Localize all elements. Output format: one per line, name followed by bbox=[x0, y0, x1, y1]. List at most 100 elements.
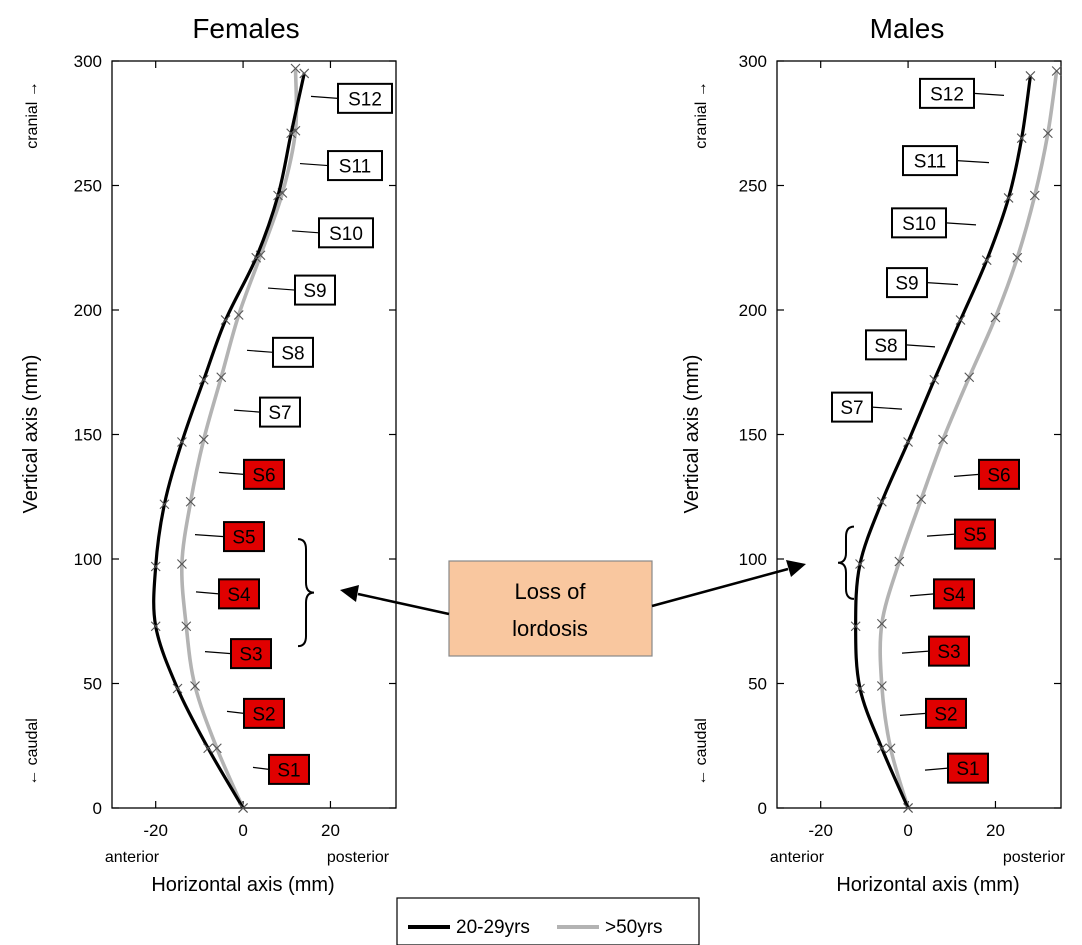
callout-line-2: lordosis bbox=[512, 616, 588, 641]
segment-label-box bbox=[230, 638, 272, 670]
x-tick-label: 20 bbox=[986, 821, 1005, 840]
x-tick-label: -20 bbox=[808, 821, 833, 840]
data-point-marker bbox=[903, 437, 913, 447]
x-tick-label: -20 bbox=[143, 821, 168, 840]
series-over-50yrs-line bbox=[878, 70, 1059, 809]
segment-label: S8 bbox=[281, 343, 304, 364]
segment-label-box bbox=[223, 521, 265, 553]
data-point-marker bbox=[198, 434, 209, 445]
data-point-marker bbox=[938, 434, 948, 445]
data-point-marker bbox=[1012, 252, 1023, 263]
segment-label: S1 bbox=[956, 759, 979, 780]
segment-leader-line bbox=[905, 344, 936, 348]
data-point-marker bbox=[855, 683, 865, 694]
arrow-to-males bbox=[651, 567, 789, 608]
segment-leader-line bbox=[926, 533, 956, 537]
y-tick-label: 150 bbox=[739, 426, 767, 445]
segment-leader-line bbox=[973, 92, 1005, 96]
data-point-marker bbox=[1016, 133, 1027, 144]
loss-of-lordosis-bracket bbox=[297, 538, 315, 648]
data-point-marker bbox=[220, 315, 231, 325]
data-point-marker bbox=[238, 803, 248, 813]
females-title: Females bbox=[192, 13, 299, 44]
females-panel: Females Vertical axis (mm) cranial → ← c… bbox=[20, 13, 397, 896]
segment-leader-line bbox=[909, 593, 935, 597]
data-point-marker bbox=[150, 621, 161, 632]
segment-label-box bbox=[294, 274, 336, 306]
segment-label-box bbox=[925, 697, 967, 729]
segment-label-box bbox=[259, 396, 301, 428]
data-point-marker bbox=[1029, 190, 1040, 201]
segment-label-box bbox=[865, 329, 907, 361]
arrowhead-males bbox=[786, 560, 806, 577]
loss-of-lordosis-bracket bbox=[837, 525, 855, 600]
legend-label-young: 20-29yrs bbox=[456, 917, 530, 938]
segment-label-box bbox=[327, 150, 383, 182]
segment-label: S4 bbox=[227, 585, 251, 606]
segment-label: S8 bbox=[874, 336, 897, 357]
data-point-marker bbox=[177, 437, 187, 447]
arrow-to-females bbox=[357, 592, 450, 616]
data-point-marker bbox=[172, 683, 183, 694]
data-point-marker bbox=[159, 499, 170, 510]
y-tick-label: 300 bbox=[739, 52, 767, 71]
males-ylabel: Vertical axis (mm) bbox=[681, 355, 703, 514]
segment-label: S7 bbox=[268, 403, 291, 424]
data-point-marker bbox=[955, 315, 966, 325]
males-xlabel: Horizontal axis (mm) bbox=[836, 874, 1019, 896]
segment-leader-line bbox=[945, 222, 977, 226]
data-point-marker bbox=[1025, 71, 1036, 81]
y-tick-label: 150 bbox=[74, 426, 102, 445]
x-tick-label: 0 bbox=[238, 821, 247, 840]
segment-label: S9 bbox=[895, 274, 918, 295]
segment-label: S11 bbox=[339, 157, 371, 178]
males-title: Males bbox=[870, 13, 945, 44]
males-panel: Males Vertical axis (mm) cranial → ← cau… bbox=[681, 13, 1066, 896]
segment-leader-line bbox=[252, 766, 270, 771]
y-tick-label: 200 bbox=[739, 301, 767, 320]
segment-label: S6 bbox=[987, 465, 1010, 486]
males-cranial-label: cranial → bbox=[693, 81, 710, 149]
data-point-marker bbox=[876, 743, 887, 754]
data-point-marker bbox=[1003, 193, 1014, 203]
segment-label-box bbox=[218, 578, 260, 610]
segment-label-box bbox=[928, 635, 970, 667]
data-point-marker bbox=[177, 559, 187, 569]
segment-label: S5 bbox=[963, 525, 986, 546]
data-point-marker bbox=[251, 252, 262, 263]
segment-label-box bbox=[337, 82, 393, 114]
segment-leader-line bbox=[924, 767, 949, 771]
females-anterior-label: anterior bbox=[105, 849, 160, 866]
males-caudal-label: ← caudal bbox=[693, 718, 710, 786]
series-over-50yrs-line bbox=[179, 68, 299, 809]
segment-leader-line bbox=[267, 287, 296, 291]
data-point-marker bbox=[286, 128, 297, 139]
segment-leader-line bbox=[899, 712, 927, 716]
segment-leader-line bbox=[310, 95, 339, 99]
segment-leader-line bbox=[291, 230, 320, 234]
males-anterior-label: anterior bbox=[770, 849, 825, 866]
y-tick-label: 0 bbox=[758, 799, 767, 818]
data-point-marker bbox=[894, 556, 905, 567]
data-point-marker bbox=[1051, 66, 1062, 76]
segment-label-box bbox=[954, 518, 996, 550]
females-cranial-label: cranial → bbox=[24, 81, 41, 149]
data-point-marker bbox=[916, 494, 927, 505]
segment-leader-line bbox=[246, 349, 274, 353]
segment-leader-line bbox=[871, 406, 903, 410]
y-tick-label: 0 bbox=[93, 799, 102, 818]
segment-label: S10 bbox=[329, 224, 363, 245]
data-point-marker bbox=[964, 372, 975, 383]
data-point-marker bbox=[233, 310, 244, 320]
segment-label-box bbox=[978, 458, 1020, 490]
segment-label-box bbox=[891, 207, 947, 239]
segment-leader-line bbox=[195, 591, 220, 595]
segment-label: S12 bbox=[930, 84, 964, 105]
y-tick-label: 300 bbox=[74, 52, 102, 71]
segment-label: S12 bbox=[348, 89, 382, 110]
segment-label: S1 bbox=[277, 760, 300, 781]
segment-label: S2 bbox=[252, 704, 275, 725]
y-tick-label: 100 bbox=[74, 550, 102, 569]
segment-leader-line bbox=[953, 473, 980, 477]
segment-leader-line bbox=[233, 409, 261, 413]
